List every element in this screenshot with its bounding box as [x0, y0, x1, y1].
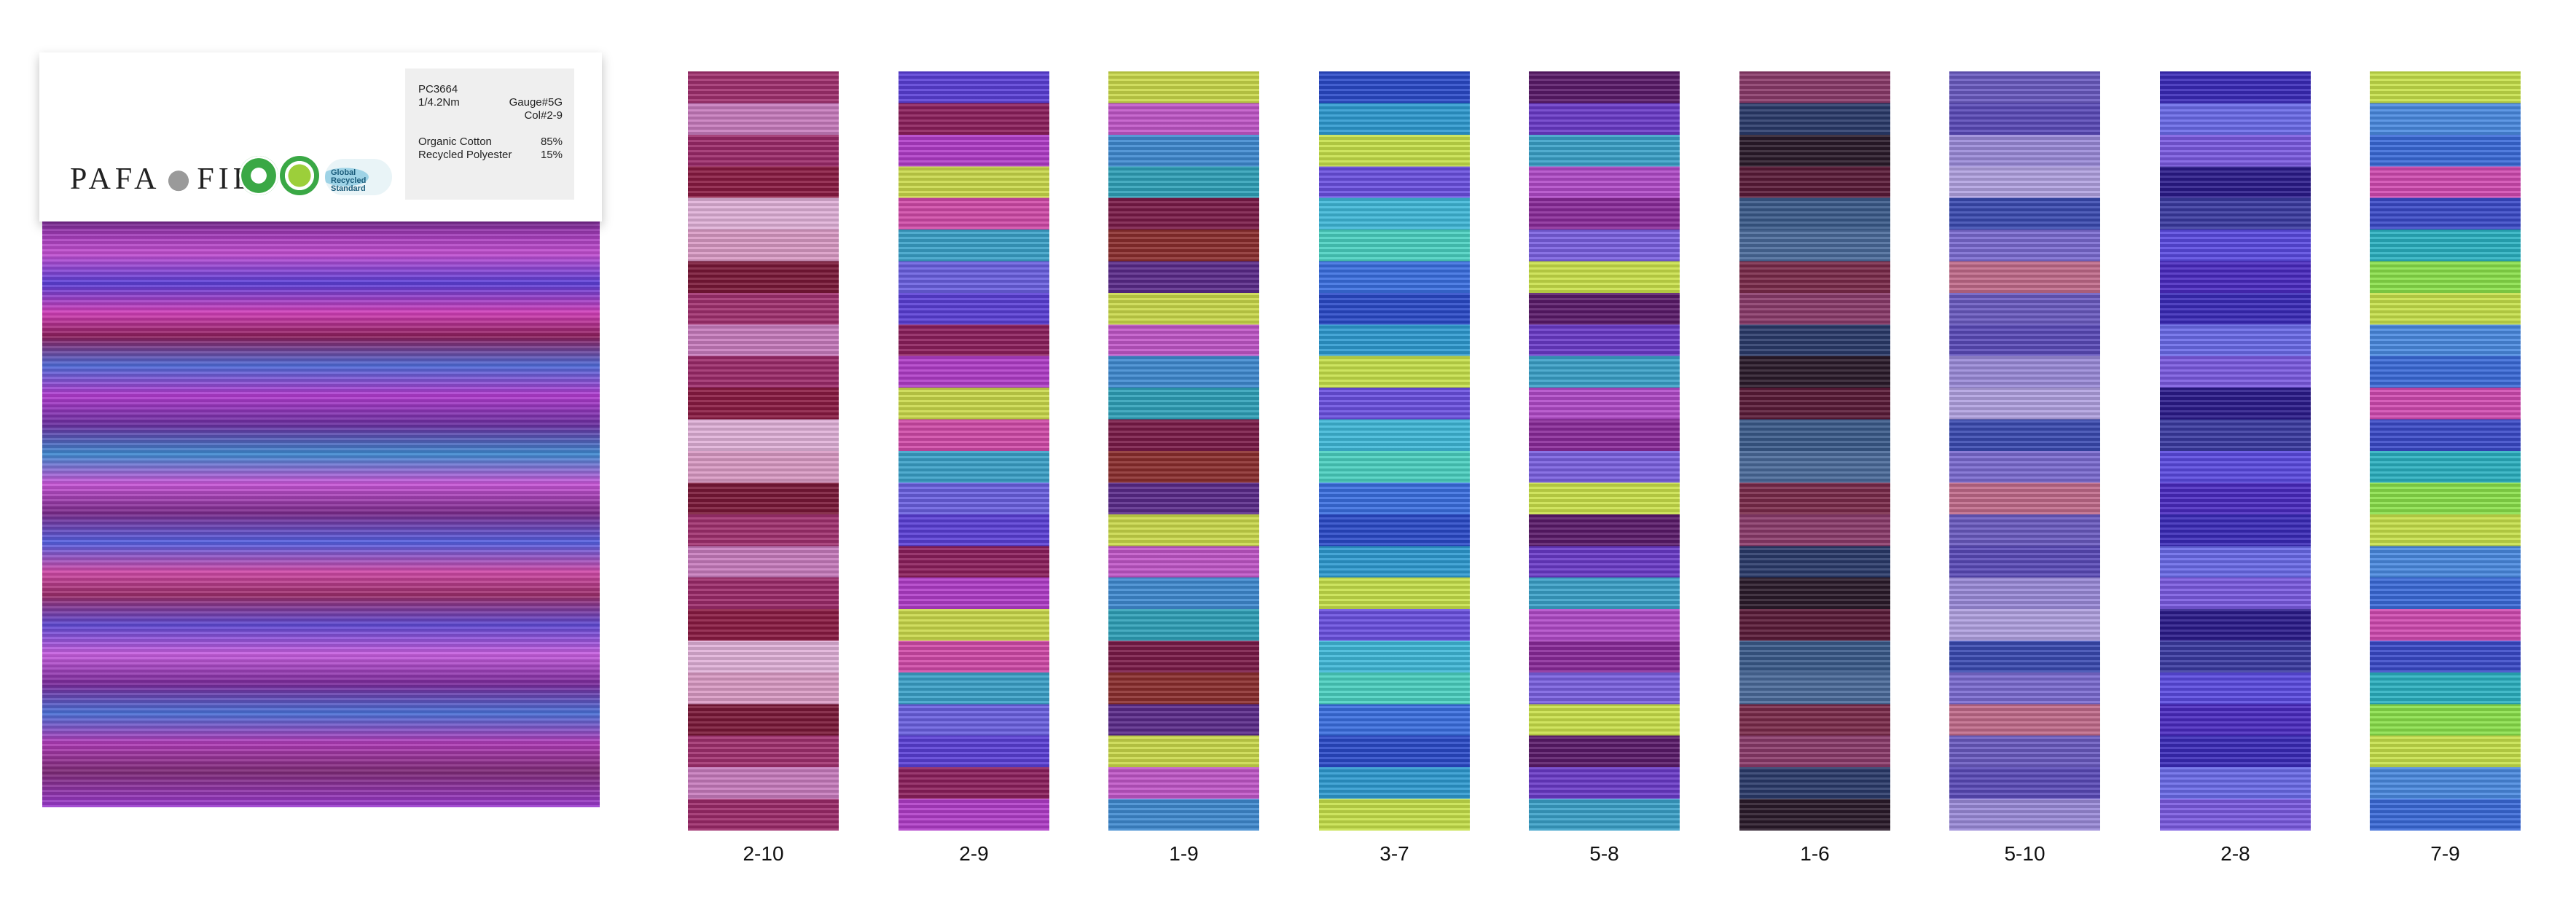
- fiber-1-percent: 85%: [540, 136, 563, 148]
- colorway-code-label: 1-9: [1169, 842, 1199, 865]
- colorway-strip: [1108, 71, 1259, 831]
- main-knit-swatch: [42, 219, 600, 807]
- colorway-code-label: 2-8: [2220, 842, 2250, 865]
- colorway-strip: [1739, 71, 1890, 831]
- gauge: Gauge#5G: [509, 96, 563, 109]
- colorway-strip: [1949, 71, 2100, 831]
- fiber-2-percent: 15%: [540, 149, 563, 161]
- color-code: Col#2-9: [524, 109, 563, 122]
- colorway-code-label: 5-8: [1589, 842, 1619, 865]
- grs-text: Global Recycled Standard: [331, 168, 367, 193]
- gots-certification-icon: [239, 156, 278, 195]
- yarn-count: 1/4.2Nm: [418, 96, 460, 109]
- colorway-code-label: 2-10: [743, 842, 784, 865]
- organic-content-standard-icon: [280, 156, 319, 195]
- colorway-strip: [1319, 71, 1470, 831]
- colorway-strip: [2370, 71, 2521, 831]
- fiber-2-name: Recycled Polyester: [418, 149, 512, 161]
- colorway-code-label: 2-9: [959, 842, 989, 865]
- brand-name-left: PAFA: [70, 162, 161, 196]
- fiber-1-name: Organic Cotton: [418, 136, 492, 148]
- colorway-strip: [2160, 71, 2311, 831]
- spec-panel: PC3664 1/4.2Nm Gauge#5G Col#2-9 Organic …: [405, 68, 574, 200]
- brand-logo: PAFA FIL: [70, 162, 256, 197]
- article-number: PC3664: [418, 83, 458, 95]
- colorway-strip: [688, 71, 839, 831]
- sheep-logo-icon: [165, 163, 193, 195]
- colorway-code-label: 7-9: [2430, 842, 2460, 865]
- colorway-code-label: 3-7: [1379, 842, 1409, 865]
- global-recycled-standard-icon: Global Recycled Standard: [325, 159, 392, 195]
- product-label-card: PAFA FIL Global Recycled Standard PC3664…: [39, 52, 602, 221]
- colorway-code-label: 1-6: [1800, 842, 1830, 865]
- colorway-strip: [1529, 71, 1680, 831]
- colorway-strip: [899, 71, 1049, 831]
- colorway-code-label: 5-10: [2004, 842, 2045, 865]
